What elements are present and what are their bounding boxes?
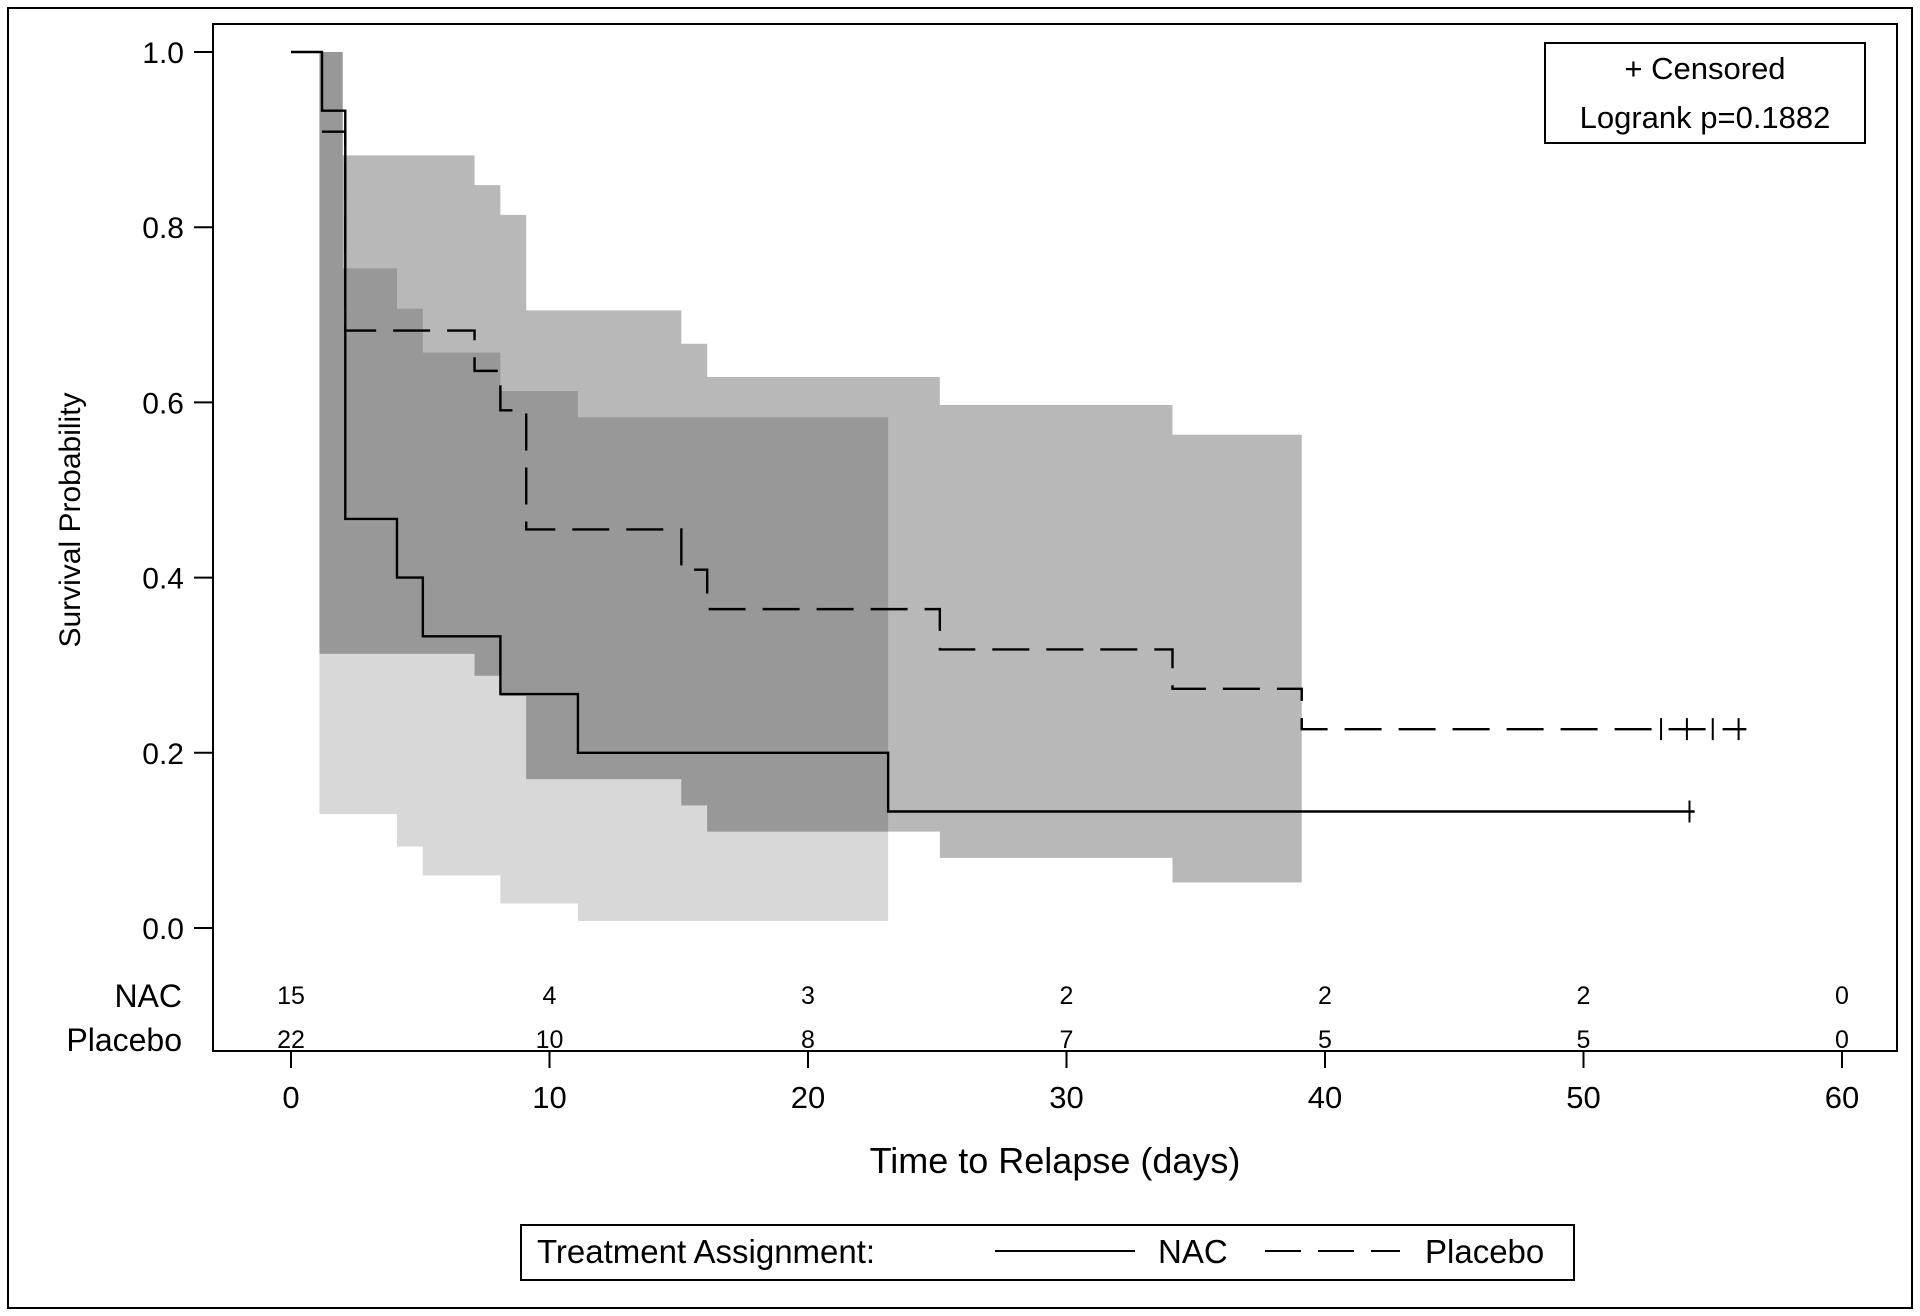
at-risk-count: 2: [1060, 982, 1074, 1010]
y-tick-label: 0.8: [142, 212, 184, 245]
at-risk-count: 22: [277, 1026, 305, 1054]
at-risk-count: 5: [1318, 1026, 1332, 1054]
at-risk-count: 3: [801, 982, 815, 1010]
y-tick-label: 1.0: [142, 37, 184, 70]
x-tick-label: 30: [1049, 1080, 1083, 1115]
y-axis: 0.0 0.2 0.4 0.6 0.8 1.0: [142, 37, 213, 946]
y-tick-label: 0.4: [142, 563, 184, 596]
at-risk-count: 7: [1060, 1026, 1074, 1054]
ci-band-overlap: [319, 52, 889, 883]
curve-nac: [291, 50, 1695, 813]
at-risk-row-label: Placebo: [66, 1022, 182, 1058]
y-tick-label: 0.6: [142, 387, 184, 420]
curve-placebo: [322, 130, 1747, 731]
at-risk-count: 8: [801, 1026, 815, 1054]
x-tick-label: 50: [1566, 1080, 1600, 1115]
at-risk-count: 2: [1318, 982, 1332, 1010]
legend-box: [520, 1224, 1575, 1281]
y-tick-label: 0.2: [142, 738, 184, 771]
confidence-bands: [319, 52, 1302, 921]
x-tick-label: 20: [791, 1080, 825, 1115]
x-axis-label: Time to Relapse (days): [870, 1140, 1241, 1181]
legend-title: Treatment Assignment:: [537, 1233, 875, 1270]
at-risk-count: 0: [1835, 1026, 1849, 1054]
legend-nac-label: NAC: [1158, 1233, 1228, 1270]
legend: Treatment Assignment: NAC Placebo: [520, 1224, 1575, 1281]
at-risk-count: 0: [1835, 982, 1849, 1010]
stats-inset-box: [1544, 42, 1866, 144]
x-tick-label: 10: [532, 1080, 566, 1115]
x-tick-label: 60: [1825, 1080, 1859, 1115]
x-tick-label: 40: [1308, 1080, 1342, 1115]
x-axis: 0 10 20 30 40 50 60: [282, 1051, 1859, 1115]
stats-inset: + Censored Logrank p=0.1882: [1544, 42, 1866, 144]
x-tick-label: 0: [282, 1080, 299, 1115]
at-risk-count: 10: [536, 1026, 564, 1054]
plot-frame: [212, 23, 1898, 1052]
logrank-label: Logrank p=0.1882: [1580, 100, 1831, 135]
at-risk-count: 4: [543, 982, 557, 1010]
at-risk-count: 5: [1577, 1026, 1591, 1054]
legend-placebo-label: Placebo: [1425, 1233, 1544, 1270]
at-risk-row-label: NAC: [114, 978, 182, 1014]
at-risk-count: 15: [277, 982, 305, 1010]
censored-label: + Censored: [1624, 51, 1785, 86]
at-risk-count: 2: [1577, 982, 1591, 1010]
y-tick-label: 0.0: [142, 913, 184, 946]
y-axis-label: Survival Probability: [54, 392, 87, 647]
survival-curves: [291, 50, 1747, 823]
